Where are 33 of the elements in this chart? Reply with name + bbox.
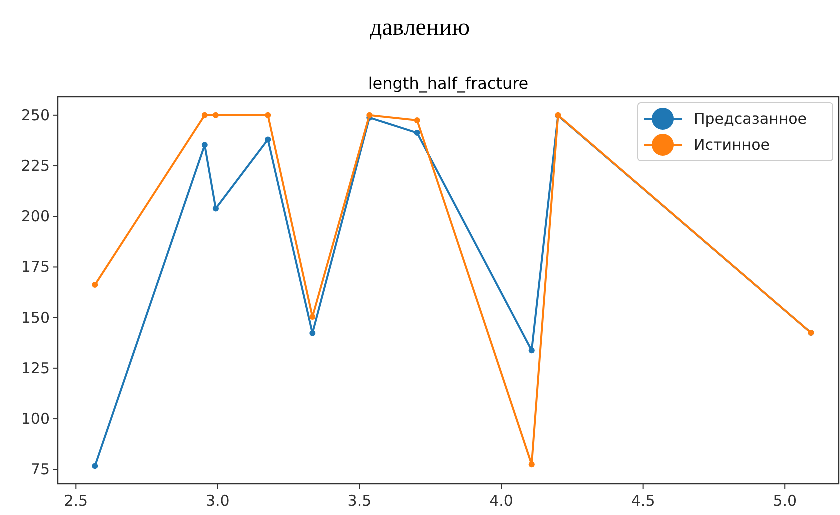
x-tick-label: 4.0 [490, 492, 514, 510]
y-tick-label: 125 [21, 359, 50, 378]
point [310, 330, 316, 336]
y-tick-label: 250 [21, 106, 50, 124]
point [265, 136, 272, 143]
point [528, 348, 535, 354]
legend-label: Истинное [694, 136, 770, 154]
point [212, 112, 219, 118]
point [212, 206, 219, 212]
x-tick-label: 3.5 [348, 492, 372, 510]
legend-label: Предсазанное [694, 110, 808, 128]
y-tick-label: 150 [21, 308, 50, 327]
point [202, 142, 208, 148]
y-tick-label: 175 [21, 258, 50, 276]
point [366, 112, 373, 118]
x-tick-label: 3.0 [206, 492, 230, 510]
chart-title: давлению [370, 15, 470, 41]
y-tick-label: 225 [21, 157, 50, 176]
x-tick-label: 2.5 [64, 492, 88, 510]
x-tick-label: 4.5 [631, 492, 656, 510]
point [202, 112, 208, 118]
y-tick-label: 100 [21, 410, 50, 428]
point [414, 130, 420, 136]
point [528, 462, 535, 468]
chart-subtitle: length_half_fracture [368, 74, 529, 93]
point [92, 282, 98, 288]
y-tick-label: 200 [21, 208, 50, 226]
x-tick-label: 5.0 [773, 492, 798, 510]
point [310, 314, 316, 320]
point [414, 117, 420, 124]
y-tick-label: 75 [30, 460, 50, 479]
point [265, 112, 272, 118]
point [92, 463, 98, 470]
